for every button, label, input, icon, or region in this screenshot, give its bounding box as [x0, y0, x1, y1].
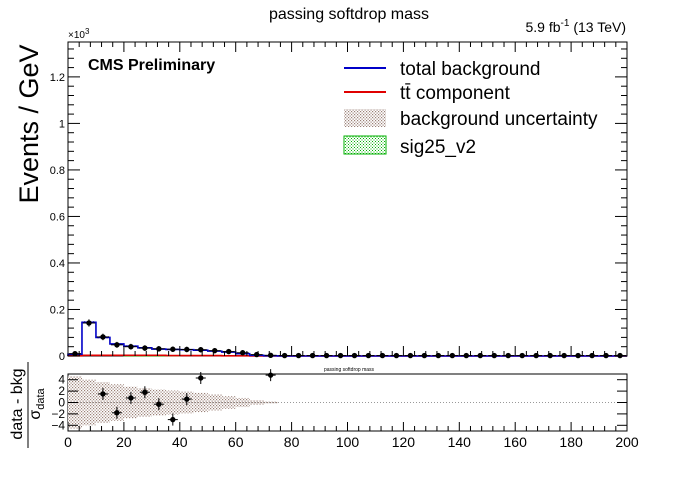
legend-label-signal: sig25_v2 — [400, 137, 476, 158]
main-plot-frame — [68, 42, 627, 356]
legend: total background tt̄ component backgroun… — [344, 59, 598, 158]
ratio-y-label-denominator: σdata — [27, 387, 47, 419]
ratio-panel-title: passing softdrop mass — [324, 367, 375, 373]
data-point — [296, 353, 301, 358]
lumi-value: 5.9 fb — [526, 19, 561, 35]
energy-label: (13 TeV) — [573, 19, 626, 35]
data-point — [86, 320, 91, 325]
data-point — [519, 353, 524, 358]
data-point — [156, 346, 161, 351]
data-point — [142, 345, 147, 350]
legend-label-uncertainty: background uncertainty — [400, 109, 598, 130]
ratio-point — [142, 390, 147, 395]
x-tick-label: 120 — [392, 434, 416, 450]
x-tick-label: 140 — [448, 434, 472, 450]
main-axes: 0 0.2 0.4 0.6 0.8 1 1.2 — [50, 42, 627, 363]
y-tick-label: 0.6 — [50, 211, 65, 223]
x-tick-label: 160 — [504, 434, 528, 450]
ratio-y-axis-label: data - bkg σdata — [9, 362, 47, 448]
legend-label-total-background: total background — [400, 59, 541, 80]
legend-label-ttbar: tt̄ component — [400, 83, 511, 104]
x-tick-label: 100 — [336, 434, 360, 450]
data-point — [338, 353, 343, 358]
data-point — [184, 347, 189, 352]
ratio-y-tick-label: 4 — [58, 373, 65, 387]
x-tick-label: 80 — [284, 434, 300, 450]
ratio-point — [114, 410, 119, 415]
data-point — [282, 353, 287, 358]
ratio-y-label-sigma: σ — [27, 410, 44, 420]
ratio-point — [184, 396, 189, 401]
y-tick-label: 0 — [59, 351, 65, 363]
data-point — [114, 342, 119, 347]
x-tick-label: 0 — [64, 434, 72, 450]
y-tick-label: 1.2 — [50, 72, 65, 84]
y-multiplier-base: ×10 — [68, 30, 85, 41]
y-multiplier: ×103 — [68, 27, 90, 41]
y-multiplier-exponent: 3 — [85, 27, 90, 36]
data-point — [226, 349, 231, 354]
data-point — [240, 350, 245, 355]
data-point — [450, 353, 455, 358]
ratio-point — [128, 395, 133, 400]
data-point — [128, 344, 133, 349]
data-point — [170, 347, 175, 352]
data-point — [506, 353, 511, 358]
y-tick-label: 0.8 — [50, 165, 65, 177]
ratio-plot-area — [68, 369, 627, 429]
data-point — [561, 353, 566, 358]
y-tick-label: 0.2 — [50, 304, 65, 316]
x-tick-label: 60 — [228, 434, 244, 450]
y-tick-label: 1 — [59, 118, 65, 130]
ratio-point — [268, 372, 273, 377]
ratio-uncertainty-bin — [82, 380, 96, 426]
ratio-point — [156, 402, 161, 407]
x-tick-label: 200 — [615, 434, 639, 450]
legend-swatch-signal — [344, 136, 386, 154]
data-point — [575, 353, 580, 358]
x-tick-label: 180 — [559, 434, 583, 450]
x-tick-label: 40 — [172, 434, 188, 450]
ratio-y-label-subscript: data — [35, 387, 47, 409]
cms-label: CMS Preliminary — [88, 57, 215, 74]
data-point — [394, 353, 399, 358]
data-point — [464, 353, 469, 358]
ratio-point — [170, 417, 175, 422]
lumi-label: 5.9 fb-1 (13 TeV) — [526, 18, 627, 35]
ratio-y-label-numerator: data - bkg — [9, 368, 26, 439]
x-tick-label: 20 — [116, 434, 132, 450]
data-point — [100, 334, 105, 339]
chart-title: passing softdrop mass — [269, 6, 429, 23]
ratio-point — [100, 391, 105, 396]
data-point — [408, 353, 413, 358]
data-point — [352, 353, 357, 358]
legend-swatch-uncertainty — [344, 109, 386, 127]
ratio-point — [198, 375, 203, 380]
y-axis-label: Events / GeV — [14, 44, 44, 203]
y-tick-label: 0.4 — [50, 258, 65, 270]
